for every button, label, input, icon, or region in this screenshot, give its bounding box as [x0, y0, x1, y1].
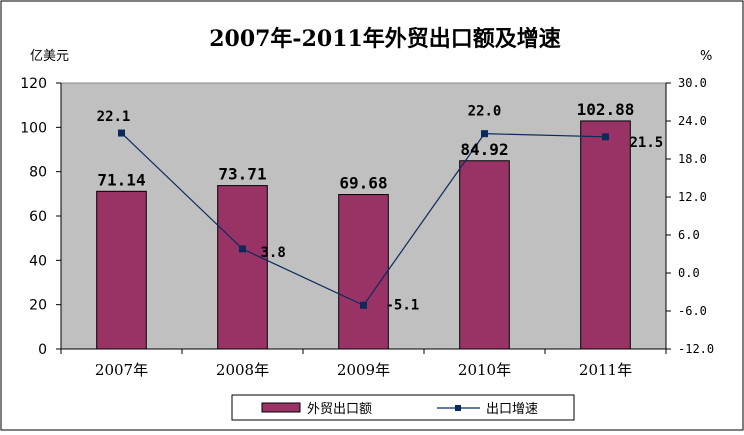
left-axis-tick-label: 20	[29, 298, 47, 314]
left-axis: 0 20 40 60 80 100 120	[20, 76, 62, 358]
bar	[96, 190, 147, 350]
line-data-label: -5.1	[386, 297, 420, 313]
x-axis-tick-label: 2007年	[95, 361, 148, 379]
line-point	[481, 130, 488, 138]
left-axis-tick-label: 100	[20, 120, 47, 136]
legend-label-line: 出口增速	[486, 402, 538, 417]
right-axis: -12.0 -6.0 0.0 6.0 12.0 18.0 24.0 30.0	[665, 76, 714, 356]
left-axis-tick-label: 60	[29, 209, 47, 225]
line-series	[118, 129, 609, 309]
x-axis-tick-label: 2010年	[458, 361, 511, 379]
right-axis-tick-label: 30.0	[678, 76, 707, 90]
right-axis-tick-label: 6.0	[678, 228, 700, 242]
x-axis-tick-label: 2009年	[337, 361, 390, 379]
bar	[459, 160, 510, 350]
left-axis-unit: 亿美元	[30, 49, 69, 64]
left-axis-tick-label: 80	[29, 165, 47, 181]
bar	[338, 194, 389, 350]
line-point	[239, 245, 246, 253]
bar-data-label: 69.68	[339, 174, 387, 193]
right-axis-tick-label: 18.0	[678, 152, 707, 166]
line-point	[602, 133, 609, 141]
right-axis-tick-label: 12.0	[678, 190, 707, 204]
bar-data-label: 71.14	[97, 170, 145, 189]
bar	[580, 120, 631, 350]
line-data-label: 21.5	[630, 135, 664, 151]
x-axis-tick-label: 2008年	[216, 361, 269, 379]
line-data-label: 22.1	[97, 109, 131, 125]
line-point	[360, 301, 367, 309]
right-axis-tick-label: -12.0	[678, 342, 714, 356]
chart-title: 2007年-2011年外贸出口额及增速	[209, 26, 561, 52]
right-axis-unit: %	[700, 49, 712, 64]
left-axis-tick-label: 40	[29, 253, 47, 269]
left-axis-tick-label: 120	[20, 76, 47, 92]
legend: 外贸出口额 出口增速	[231, 394, 575, 421]
bar-data-label: 84.92	[460, 140, 508, 159]
legend-marker-line	[455, 405, 461, 411]
bar-series	[96, 120, 631, 350]
right-axis-tick-label: 24.0	[678, 114, 707, 128]
right-axis-tick-label: 0.0	[678, 266, 700, 280]
bar-data-label: 102.88	[577, 100, 635, 119]
bar-data-label: 73.71	[218, 165, 266, 184]
x-axis: 2007年 2008年 2009年 2010年 2011年	[60, 348, 667, 379]
data-labels: 71.14 73.71 69.68 84.92 102.88 22.1 3.8 -5.1 22.…	[97, 100, 664, 313]
x-axis-tick-label: 2011年	[579, 361, 632, 379]
line-data-label: 3.8	[261, 245, 286, 261]
legend-label-bar: 外贸出口额	[307, 402, 372, 417]
line-point	[118, 129, 125, 137]
left-axis-tick-label: 0	[38, 342, 47, 358]
line-data-label: 22.0	[468, 104, 502, 120]
legend-swatch-bar	[261, 402, 301, 413]
right-axis-tick-label: -6.0	[678, 304, 707, 318]
bar	[217, 185, 268, 350]
